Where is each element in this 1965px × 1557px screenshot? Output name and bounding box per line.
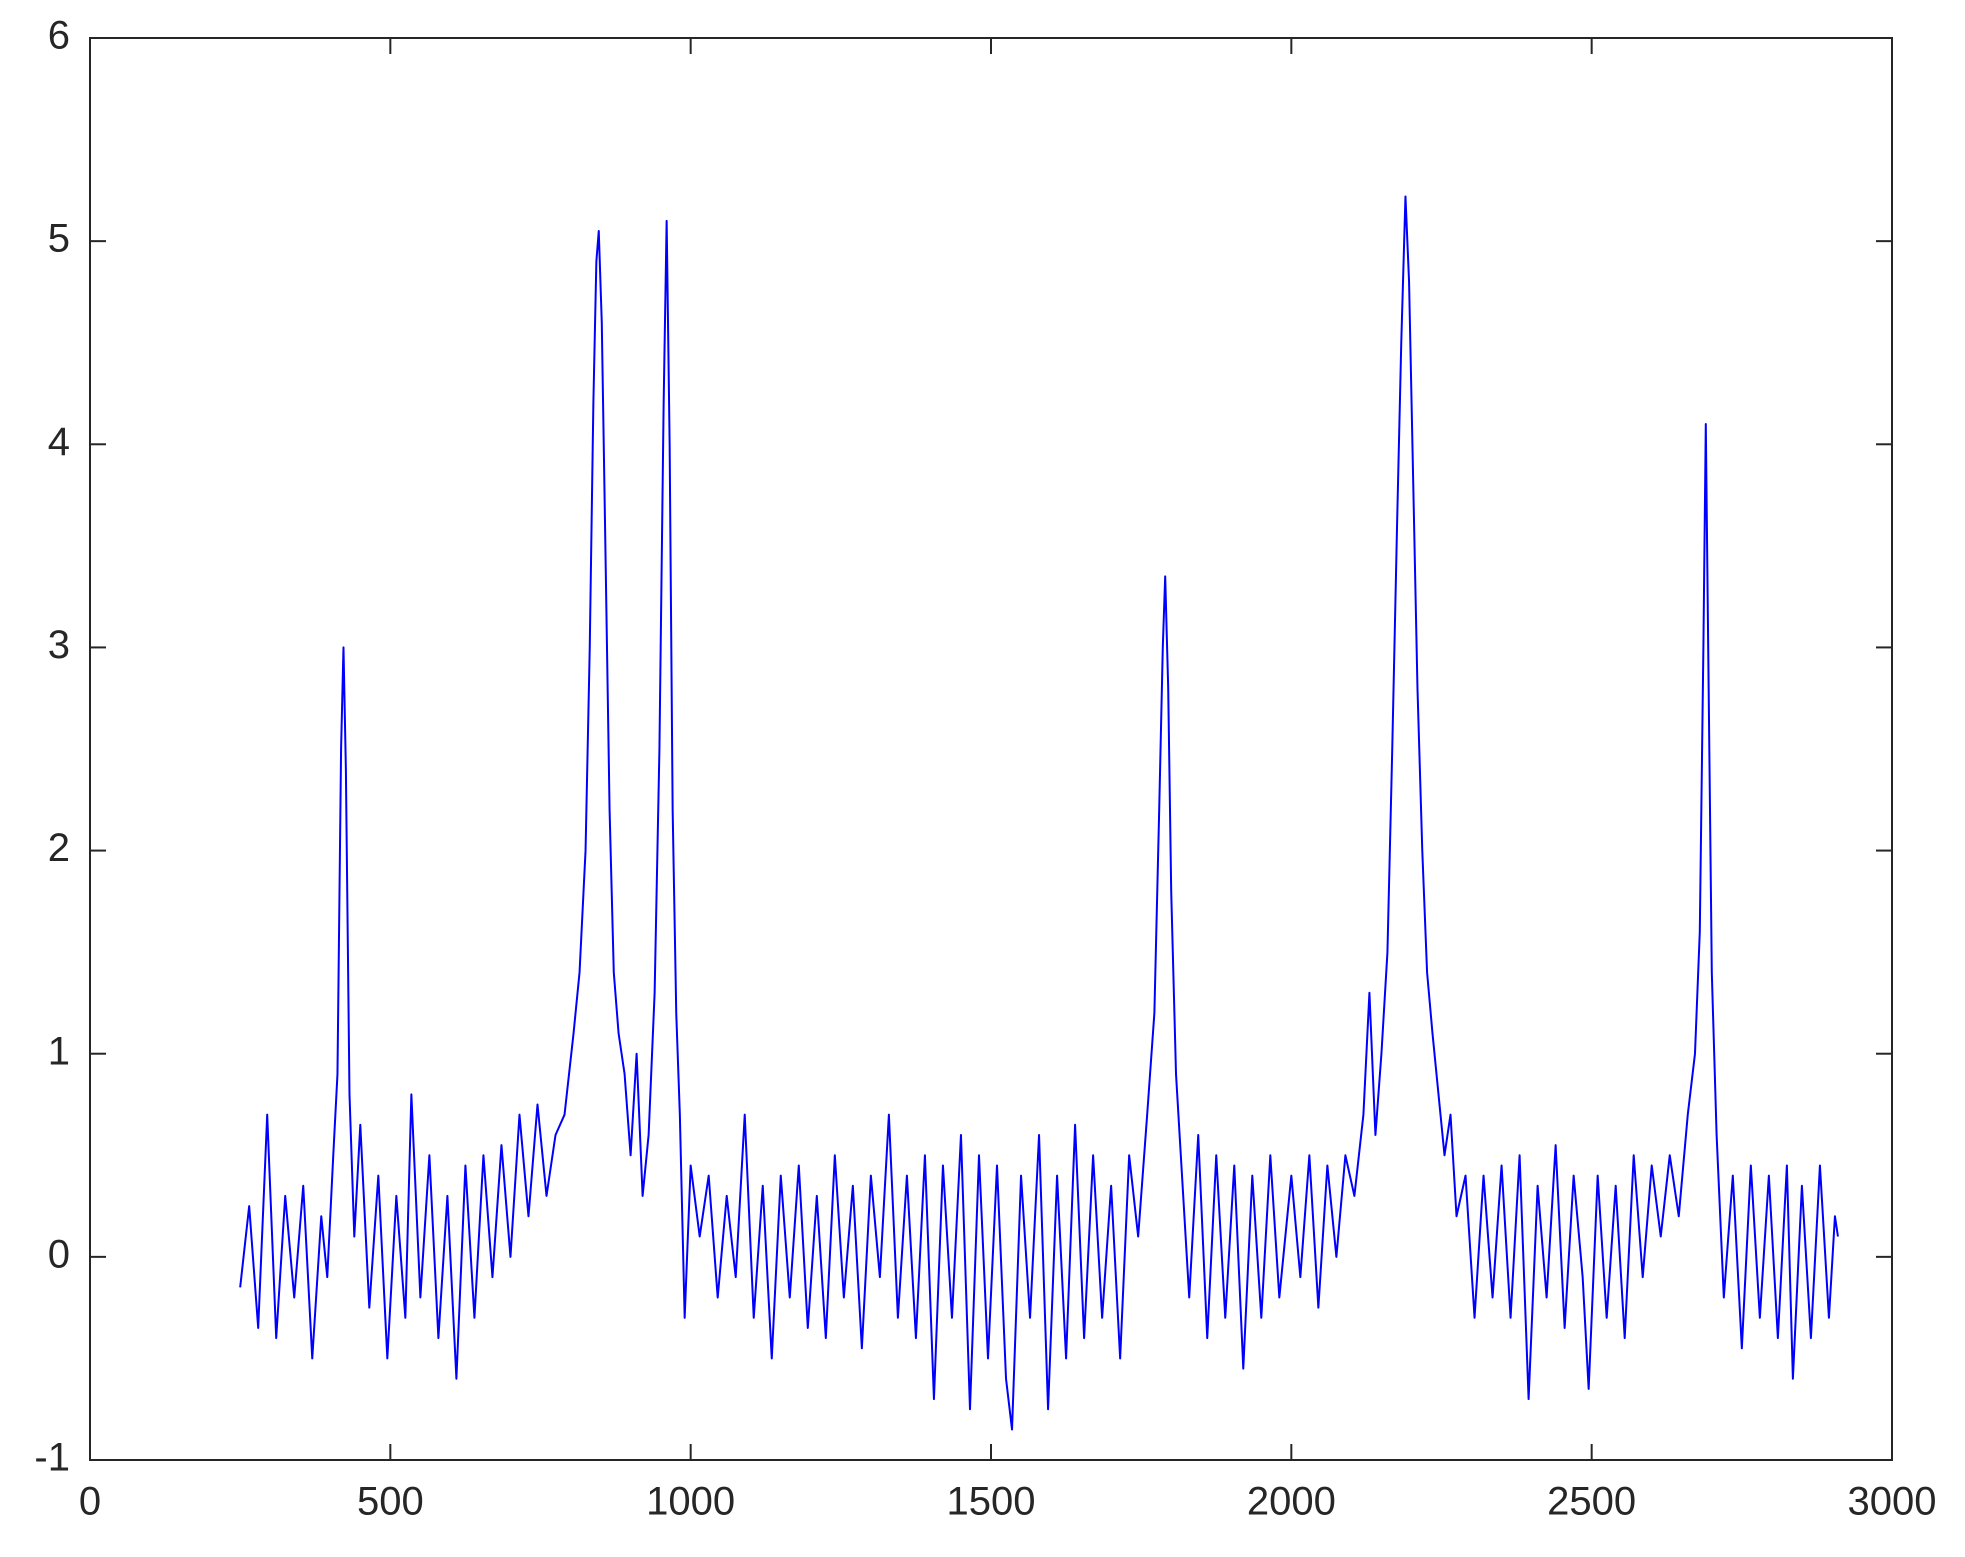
y-tick-label: 0: [48, 1232, 70, 1276]
y-tick-label: 2: [48, 826, 70, 870]
y-tick-label: 1: [48, 1029, 70, 1073]
x-tick-label: 2500: [1547, 1480, 1636, 1524]
y-tick-label: 5: [48, 217, 70, 261]
x-tick-label: 500: [357, 1480, 424, 1524]
plot-frame: [89, 37, 1893, 1461]
x-tick-label: 1000: [646, 1480, 735, 1524]
y-tick-label: -1: [34, 1436, 70, 1480]
x-tick-label: 0: [79, 1480, 101, 1524]
x-tick-label: 1500: [947, 1480, 1036, 1524]
data-line: [239, 195, 1839, 1431]
x-tick-label: 2000: [1247, 1480, 1336, 1524]
x-tick-label: 3000: [1848, 1480, 1937, 1524]
y-tick-label: 3: [48, 623, 70, 667]
y-tick-label: 4: [48, 420, 70, 464]
y-tick-label: 6: [48, 14, 70, 58]
